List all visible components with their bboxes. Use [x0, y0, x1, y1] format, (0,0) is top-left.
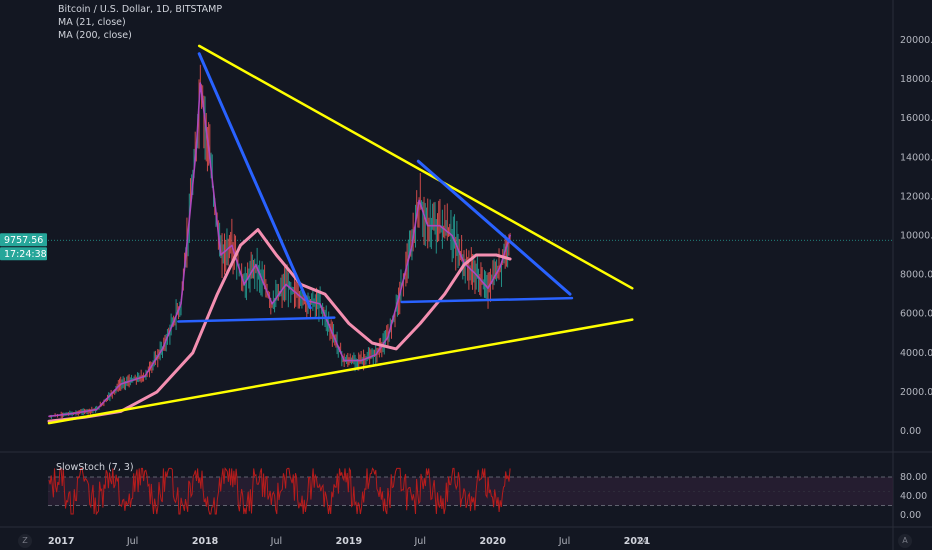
y-tick-label: 16000.00 [900, 113, 932, 124]
y-tick-label: 18000.00 [900, 74, 932, 85]
support-2019-2020 [400, 296, 574, 304]
y-tick-label: 0.00 [900, 426, 921, 437]
x-tick-label: 2017 [48, 536, 74, 547]
auto-scale-button[interactable]: A [898, 534, 912, 548]
x-tick-label: Jul [414, 536, 426, 547]
y-tick-label: 2000.00 [900, 387, 932, 398]
y-tick-label: 14000.00 [900, 152, 932, 163]
y-tick-label: 10000.00 [900, 231, 932, 242]
ma200-line [47, 228, 512, 423]
x-tick-label: 14 [636, 536, 648, 547]
ma21-line [48, 82, 511, 418]
symbol-title[interactable]: Bitcoin / U.S. Dollar, 1D, BITSTAMP [58, 4, 223, 15]
y-tick-label: 12000.00 [900, 191, 932, 202]
ma200-legend[interactable]: MA (200, close) [58, 30, 132, 41]
countdown-tag [0, 247, 47, 261]
x-tick-label: Jul [270, 536, 282, 547]
x-tick-label: Jul [558, 536, 570, 547]
ma21-legend[interactable]: MA (21, close) [58, 17, 126, 28]
stoch-line [48, 466, 511, 516]
support-2018 [177, 316, 336, 323]
y-tick-label: 6000.00 [900, 309, 932, 320]
last-price-tag [0, 233, 47, 247]
x-tick-label: 2018 [192, 536, 219, 547]
stoch-tick-label: 0.00 [900, 510, 921, 521]
last-price-text: 9757.56 [4, 235, 43, 246]
stoch-tick-label: 80.00 [900, 472, 927, 483]
stoch-legend[interactable]: SlowStoch (7, 3) [56, 462, 134, 473]
x-tick-label: 2020 [480, 536, 507, 547]
left-triangle-edge [197, 52, 312, 310]
upper-trendline [197, 44, 634, 290]
stoch-layer [48, 466, 511, 516]
right-triangle-edge [416, 159, 572, 296]
timezone-z-button[interactable]: Z [18, 534, 32, 548]
stoch-tick-label: 40.00 [900, 491, 927, 502]
chart-legend: Bitcoin / U.S. Dollar, 1D, BITSTAMP MA (… [58, 3, 222, 42]
price-tag-layer: 9757.56 17:24:38 [0, 233, 47, 260]
series-layer [47, 44, 634, 425]
y-tick-label: 4000.00 [900, 348, 932, 359]
y-tick-label: 8000.00 [900, 270, 932, 281]
x-tick-label: Jul [126, 536, 138, 547]
x-tick-label: 2019 [336, 536, 362, 547]
countdown-text: 17:24:38 [4, 249, 47, 260]
x-tick-label: 2021 [624, 536, 650, 547]
y-tick-label: 20000.00 [900, 35, 932, 46]
axis-layer: 20000.00 18000.00 16000.00 14000.00 12000.00… [48, 35, 932, 547]
lower-trendline [47, 318, 634, 425]
